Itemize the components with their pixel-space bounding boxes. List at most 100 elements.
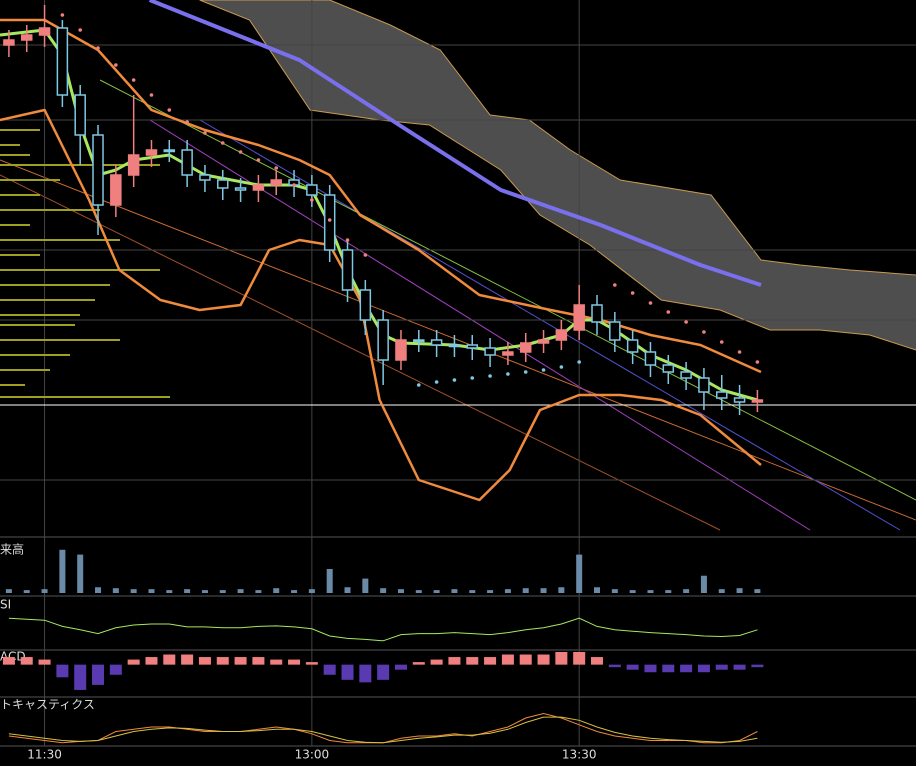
trend-line — [99, 79, 916, 501]
volume-profile-bar — [0, 224, 30, 226]
sar-dot — [577, 360, 581, 364]
sar-dot — [60, 13, 65, 17]
sar-dot — [666, 310, 671, 314]
panel-bar — [448, 657, 461, 665]
candle-body — [537, 339, 550, 344]
sar-dot — [149, 93, 154, 97]
panel-bar — [291, 590, 298, 593]
candle-body — [716, 391, 728, 399]
candle-body — [199, 174, 211, 181]
candle-body — [698, 377, 710, 393]
panel-bar — [95, 587, 102, 593]
sar-dot — [327, 218, 332, 222]
panel-bar — [484, 657, 497, 665]
panel-bar — [59, 549, 66, 593]
panel-bar — [611, 589, 618, 593]
panel-bar — [433, 590, 440, 593]
panel-bar — [219, 590, 226, 593]
indicator-line — [0, 18, 762, 374]
volume-profile-bar — [0, 239, 120, 241]
sar-dot — [613, 283, 617, 287]
panel-bar — [198, 657, 211, 665]
cloud-edge — [199, 0, 916, 351]
panel-bar — [344, 587, 351, 593]
panel-bar — [697, 664, 710, 673]
candle-body — [377, 319, 389, 361]
sar-dot — [541, 368, 546, 372]
panel-bar — [273, 588, 280, 593]
panel-bar — [216, 657, 229, 665]
sar-dot — [737, 350, 742, 354]
volume-profile-bar — [0, 144, 20, 146]
panel-bar — [415, 590, 422, 593]
candle-body — [448, 344, 461, 348]
volume-profile-bar — [0, 339, 120, 341]
panel-bar — [466, 657, 479, 665]
candle-body — [591, 304, 603, 323]
panel-bar — [715, 664, 728, 670]
sar-dot — [131, 78, 136, 82]
panel-bar — [305, 662, 318, 665]
sar-dot — [719, 340, 724, 344]
volume-profile-bar — [0, 194, 40, 196]
panel-bar — [608, 664, 621, 668]
sar-dot — [523, 370, 528, 374]
volume-profile-bar — [0, 154, 30, 156]
candle-body — [484, 347, 496, 356]
panel-bar — [558, 587, 565, 593]
candle-body — [127, 154, 140, 176]
panel-bar — [662, 664, 675, 673]
candle-body — [306, 184, 318, 196]
panel-bar — [5, 589, 12, 593]
sar-dot — [648, 301, 653, 305]
candle-body — [519, 342, 532, 353]
candle-body — [751, 399, 764, 403]
x-tick-label: 13:30 — [562, 748, 597, 762]
volume-profile-bar — [0, 269, 160, 271]
volume-profile-bar — [0, 396, 170, 398]
panel-bar — [148, 589, 155, 593]
candle-body — [466, 344, 479, 349]
panel-bar — [74, 664, 87, 690]
candle-body — [626, 339, 639, 353]
candle-body — [110, 174, 122, 206]
panel-bar — [326, 569, 333, 593]
trend-line — [0, 159, 916, 521]
volume-profile-bar — [0, 354, 70, 356]
panel-bar — [270, 659, 283, 665]
panel-bar — [341, 664, 354, 680]
panel-bar — [234, 657, 247, 665]
sar-dot — [434, 380, 439, 384]
panel-line — [8, 617, 758, 642]
panel-bar — [700, 575, 707, 593]
panel-bar — [359, 664, 372, 683]
sar-dot — [416, 383, 421, 387]
candle-body — [359, 289, 372, 321]
volume-profile-bar — [0, 284, 110, 286]
sar-dot — [702, 330, 706, 334]
panel-bar — [163, 654, 176, 665]
panel-bar — [522, 588, 529, 593]
panel-bar — [145, 657, 158, 665]
panel-bar — [555, 652, 568, 665]
panel-bar — [397, 589, 404, 593]
panel-bar — [736, 588, 743, 593]
candle-body — [555, 329, 568, 341]
sar-dot — [310, 198, 314, 202]
candle-body — [92, 134, 104, 206]
panel-bar — [377, 664, 390, 680]
volume-profile-bar — [0, 209, 100, 211]
panel-bar — [519, 654, 532, 665]
panel-bar — [394, 664, 407, 670]
panel-line — [8, 716, 758, 744]
panel-bar — [255, 590, 262, 593]
sar-dot — [167, 108, 172, 112]
panel-bar — [629, 590, 636, 593]
panel-bar — [130, 589, 137, 593]
panel-bar — [751, 664, 764, 668]
candle-body — [680, 371, 692, 379]
panel-bar — [573, 652, 586, 665]
panel-bar — [487, 590, 494, 593]
panel-bar — [2, 657, 15, 665]
trend-line — [0, 174, 721, 531]
